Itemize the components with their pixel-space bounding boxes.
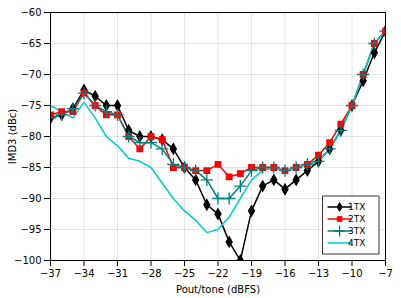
svg-text:−90: −90 [20,193,41,204]
svg-text:3TX: 3TX [348,226,365,236]
svg-text:−80: −80 [20,131,41,142]
svg-text:1TX: 1TX [348,202,365,212]
svg-text:−75: −75 [20,100,41,111]
svg-text:4TX: 4TX [348,238,365,248]
svg-text:−60: −60 [20,7,41,18]
svg-text:−13: −13 [308,268,329,279]
svg-text:−22: −22 [207,268,228,279]
svg-text:−10: −10 [341,268,362,279]
svg-text:−31: −31 [107,268,128,279]
svg-text:IMD3 (dBc): IMD3 (dBc) [7,109,18,164]
svg-text:−85: −85 [20,162,41,173]
svg-text:Pout/tone (dBFS): Pout/tone (dBFS) [176,284,260,295]
svg-text:−70: −70 [20,69,41,80]
svg-text:−34: −34 [73,268,94,279]
svg-text:−65: −65 [20,38,41,49]
svg-text:2TX: 2TX [348,214,365,224]
svg-text:−25: −25 [174,268,195,279]
svg-text:−95: −95 [20,224,41,235]
svg-text:−7: −7 [378,268,393,279]
svg-text:−16: −16 [274,268,295,279]
svg-text:−28: −28 [140,268,161,279]
svg-text:−37: −37 [40,268,61,279]
svg-text:−19: −19 [241,268,262,279]
svg-text:−100: −100 [14,255,41,266]
